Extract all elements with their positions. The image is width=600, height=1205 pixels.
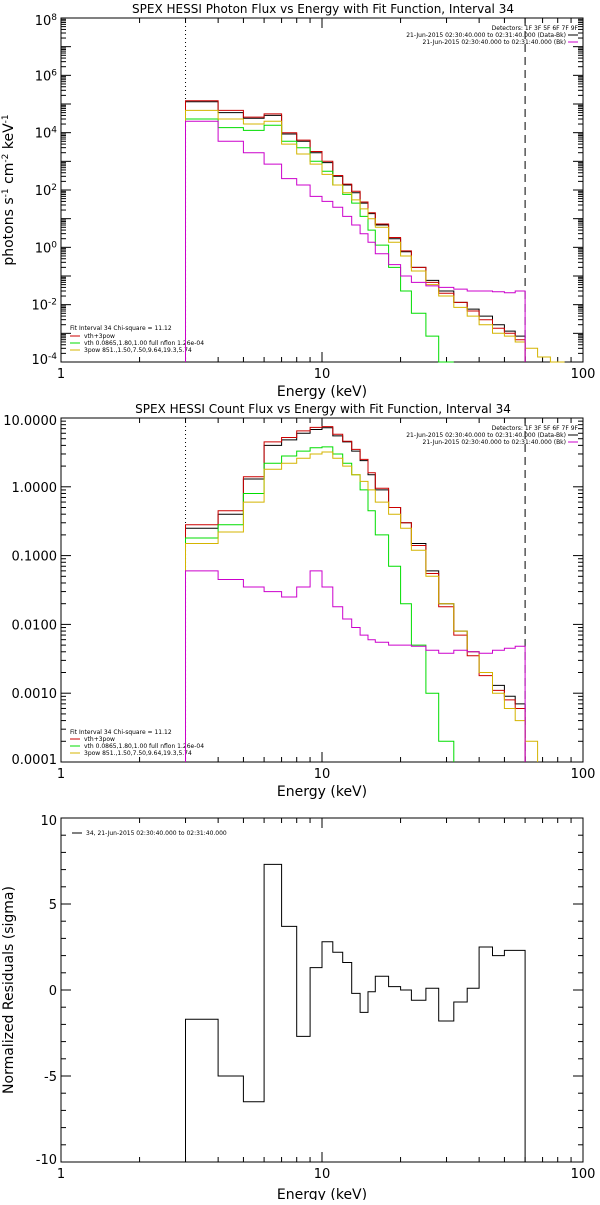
y-tick-label: 0.0010: [12, 687, 58, 702]
x-tick-label: 1: [57, 1167, 65, 1182]
series-pow: [185, 451, 539, 762]
legend-detectors: Detectors: 1F 3F 5F 6F 7F 9F: [492, 425, 579, 432]
series-pow: [185, 109, 565, 363]
ylabel-part: keV: [1, 123, 17, 154]
residuals-plot-frame: [60, 817, 584, 1163]
ylabel-part: -2: [1, 154, 11, 163]
photon-flux-legend-bottom: Fit Interval 34 Chi-square = 11.12 vth+3…: [70, 325, 204, 354]
count-flux-panel: SPEX HESSI Count Flux vs Energy with Fit…: [3, 402, 595, 800]
legend-fit-interval: Fit Interval 34 Chi-square = 11.12: [70, 325, 172, 332]
y-tick-label: 10.0000: [3, 414, 57, 429]
photon-flux-title: SPEX HESSI Photon Flux vs Energy with Fi…: [132, 2, 514, 16]
legend-bk: 21-Jun-2015 02:30:40.000 to 02:31:40.000…: [423, 439, 566, 446]
legend-total: vth+3pow: [84, 333, 115, 340]
series-vth: [185, 446, 455, 762]
series-background: [185, 120, 526, 362]
legend-total: vth+3pow: [84, 736, 115, 743]
y-tick-label: -10: [36, 1153, 57, 1168]
x-tick-label: 100: [571, 367, 596, 382]
series-data: [185, 427, 526, 762]
count-flux-plot-frame: [60, 417, 584, 763]
y-tick-label: 0: [49, 984, 57, 999]
residuals-panel: Energy (keV) Normalized Residuals (sigma…: [1, 814, 596, 1203]
y-tick-label: 106: [35, 68, 58, 84]
count-flux-title: SPEX HESSI Count Flux vs Energy with Fit…: [135, 402, 511, 416]
series-data: [185, 863, 526, 1162]
series-background: [185, 570, 526, 762]
y-tick-label: 5: [49, 898, 57, 913]
residuals-ylabel: Normalized Residuals (sigma): [1, 886, 17, 1094]
legend-data-bk: 21-Jun-2015 02:30:40.000 to 02:31:40.000…: [406, 432, 566, 439]
photon-flux-plot-frame: [60, 17, 584, 363]
ylabel-part: cm: [1, 163, 17, 189]
y-tick-label: 104: [35, 126, 58, 142]
ylabel-part: -1: [1, 114, 11, 123]
count-flux-legend-bottom: Fit Interval 34 Chi-square = 11.12 vth+3…: [70, 729, 204, 757]
residuals-xlabel: Energy (keV): [277, 1187, 367, 1200]
ylabel-part: photons s: [1, 197, 17, 265]
x-tick-label: 1: [57, 367, 65, 382]
legend-data-bk: 21-Jun-2015 02:30:40.000 to 02:31:40.000…: [406, 32, 566, 39]
photon-flux-legend-top: Detectors: 1F 3F 5F 6F 7F 9F 21-Jun-2015…: [406, 25, 578, 46]
series-total: [185, 426, 526, 762]
y-tick-label: 0.0001: [12, 753, 58, 768]
legend-bk: 21-Jun-2015 02:30:40.000 to 02:31:40.000…: [423, 39, 566, 46]
y-tick-label: 10-4: [31, 352, 57, 368]
y-tick-label: 0.0100: [12, 618, 58, 633]
x-tick-label: 10: [314, 1167, 331, 1182]
y-tick-label: 100: [35, 240, 58, 256]
y-tick-label: 0.1000: [12, 550, 58, 565]
y-tick-label: 10-2: [31, 298, 57, 314]
x-tick-label: 10: [314, 767, 331, 782]
legend-pow: 3pow 851.,1.50,7.50,9.64,19.3,5.74: [84, 750, 192, 757]
x-tick-label: 100: [571, 767, 596, 782]
y-tick-label: 108: [35, 13, 58, 29]
count-flux-xlabel: Energy (keV): [277, 784, 367, 800]
legend-fit-interval: Fit Interval 34 Chi-square = 11.12: [70, 729, 172, 736]
legend-vth: vth 0.0865,1.80,1.00 full nflon 1.26e-04: [84, 340, 204, 347]
residuals-legend: 34, 21-Jun-2015 02:30:40.000 to 02:31:40…: [86, 830, 227, 837]
photon-flux-panel: SPEX HESSI Photon Flux vs Energy with Fi…: [1, 2, 595, 400]
series-total: [185, 100, 526, 362]
y-tick-label: 102: [35, 183, 57, 199]
y-tick-label: -5: [44, 1070, 57, 1085]
series-vth: [185, 118, 454, 363]
series-data: [185, 101, 526, 362]
legend-detectors: Detectors: 1F 3F 5F 6F 7F 9F: [492, 25, 579, 32]
x-tick-label: 1: [57, 767, 65, 782]
legend-pow: 3pow 851.,1.50,7.50,9.64,19.3,5.74: [84, 347, 192, 354]
photon-flux-ylabel: photons s-1 cm-2 keV-1: [1, 114, 17, 265]
photon-flux-xlabel: Energy (keV): [277, 384, 367, 400]
legend-vth: vth 0.0865,1.80,1.00 full nflon 1.26e-04: [84, 743, 204, 750]
y-tick-label: 10: [40, 814, 57, 829]
x-tick-label: 10: [314, 367, 331, 382]
count-flux-legend-top: Detectors: 1F 3F 5F 6F 7F 9F 21-Jun-2015…: [406, 425, 578, 446]
ylabel-part: -1: [1, 188, 11, 197]
x-tick-label: 100: [571, 1167, 596, 1182]
y-tick-label: 1.0000: [12, 481, 58, 496]
